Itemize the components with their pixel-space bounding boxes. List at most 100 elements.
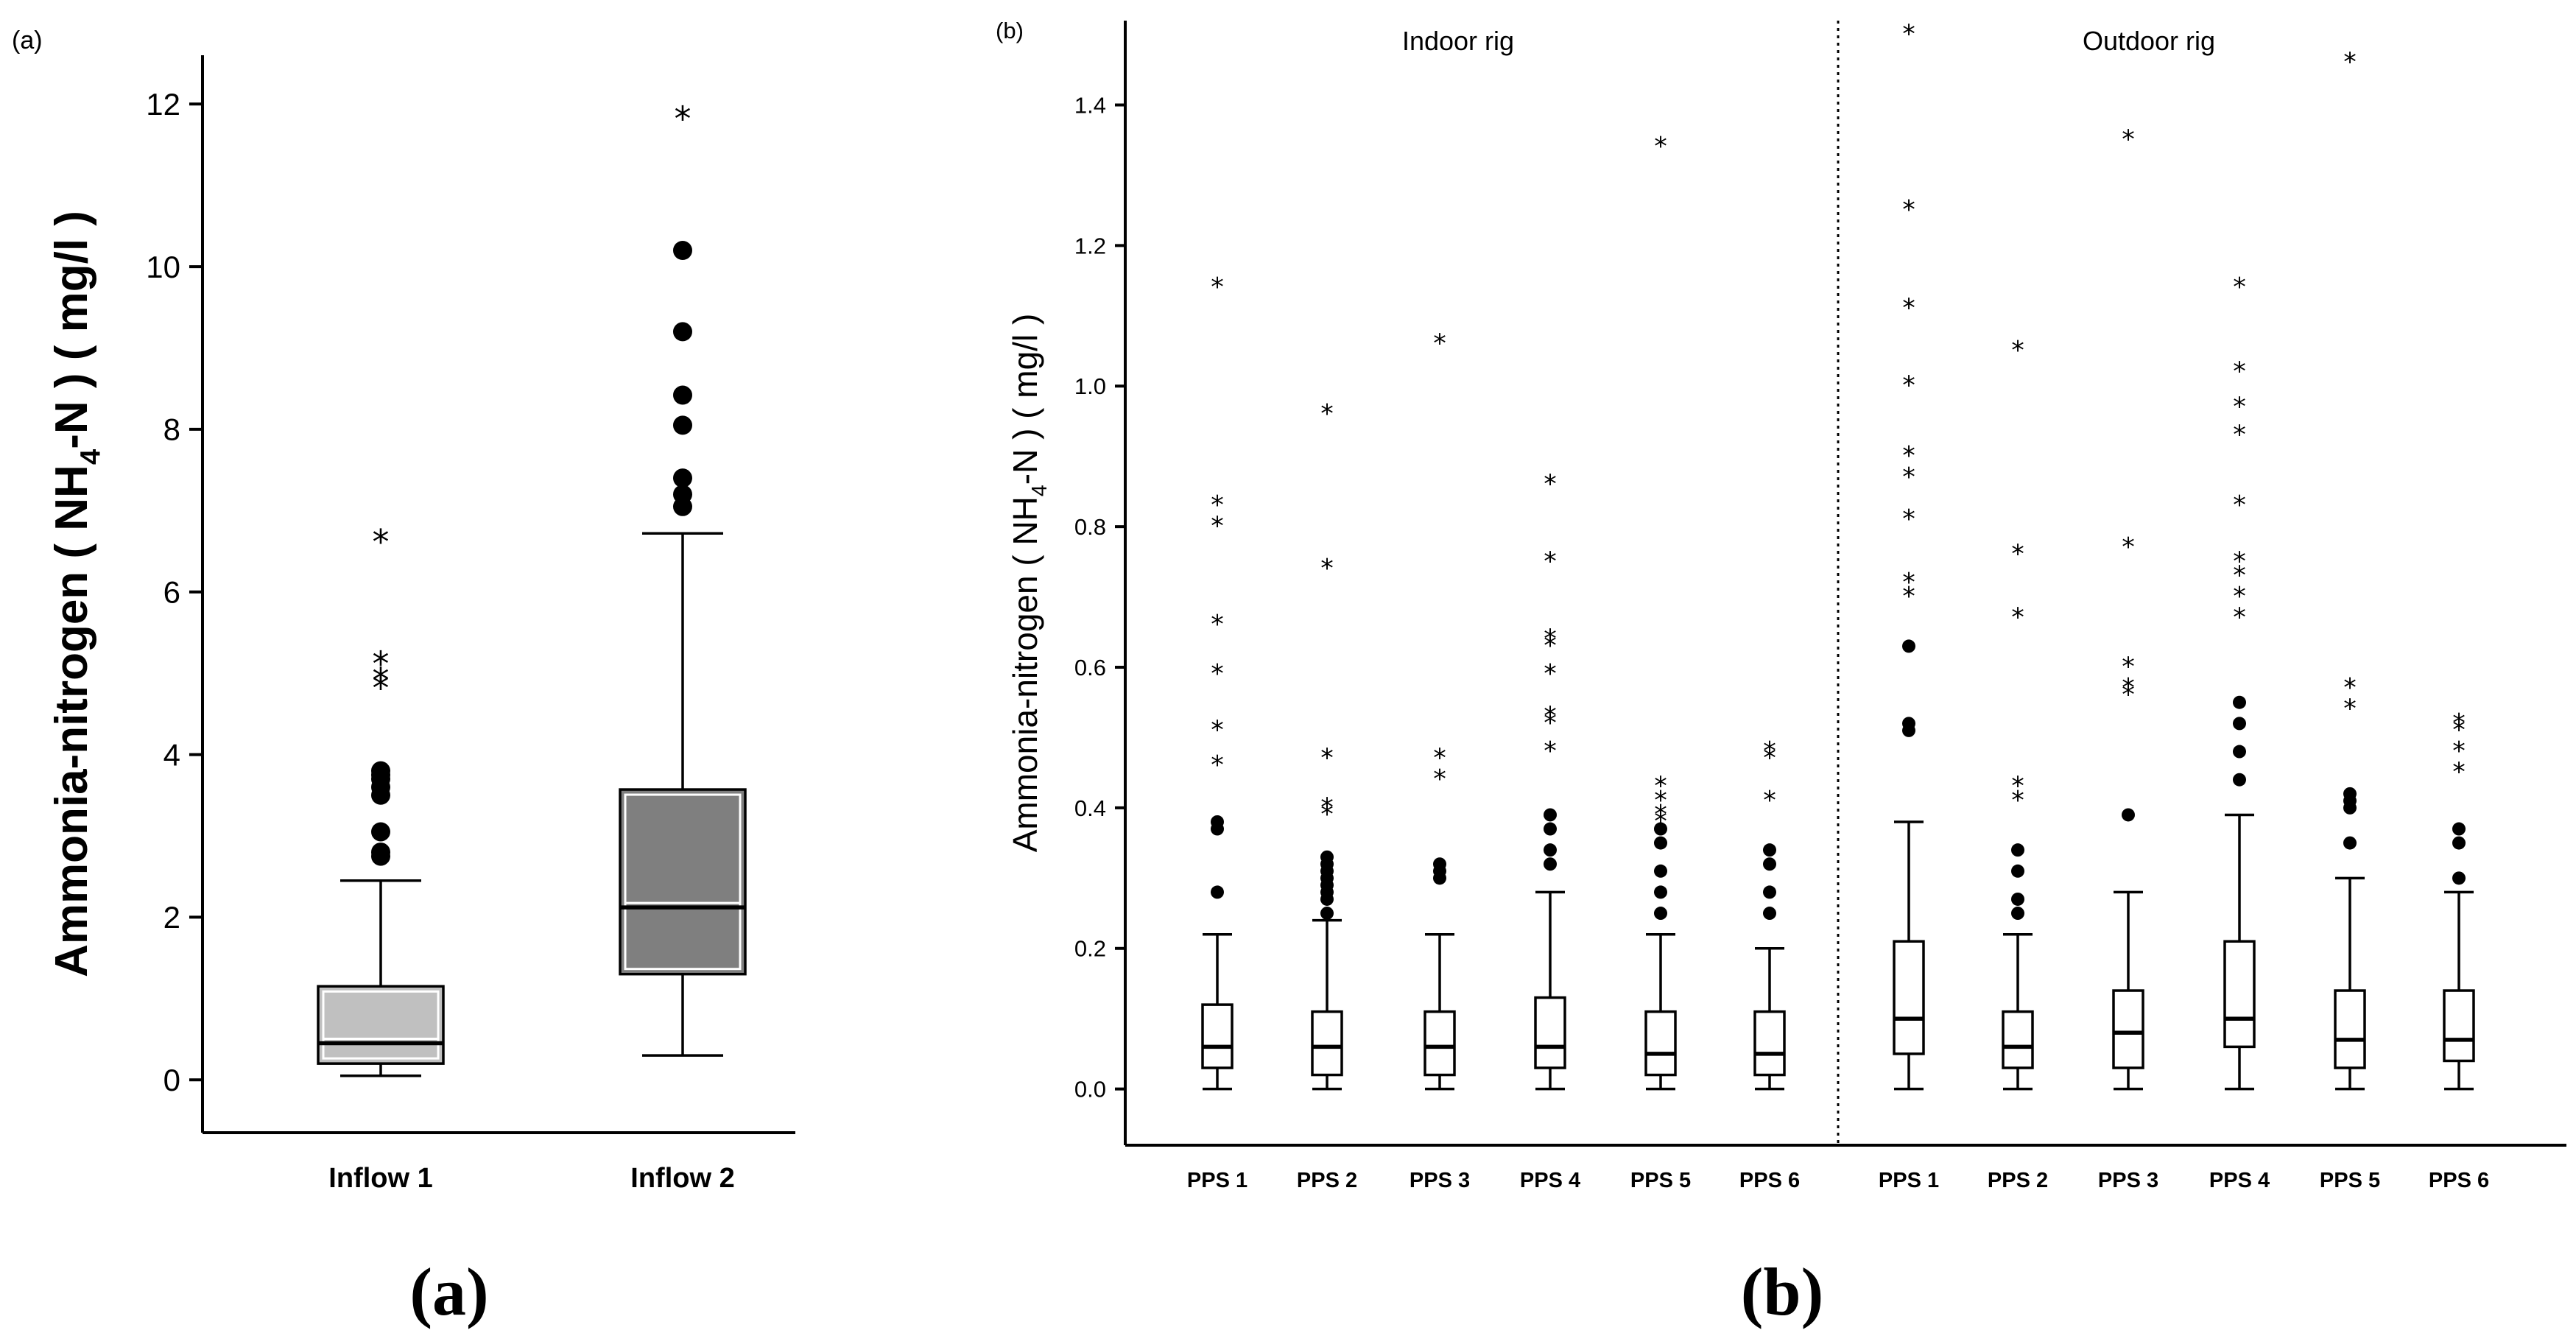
outlier-point xyxy=(1320,850,1334,864)
extreme-point: * xyxy=(2343,694,2357,724)
extreme-point: * xyxy=(2452,715,2466,745)
extreme-point: * xyxy=(1763,743,1776,773)
extreme-point: * xyxy=(1433,764,1446,795)
extreme-point: * xyxy=(1320,398,1334,429)
iqr-box xyxy=(2112,989,2144,1069)
iqr-box xyxy=(2443,989,2475,1063)
iqr-box xyxy=(1893,940,1925,1055)
outlier-point xyxy=(1654,907,1667,921)
x-category-label: PPS 4 xyxy=(2209,1169,2270,1192)
extreme-point: * xyxy=(1654,771,1667,801)
extreme-point: * xyxy=(2233,272,2246,303)
extreme-point: * xyxy=(2011,335,2024,365)
y-tick-label: 0 xyxy=(163,1063,180,1097)
extreme-point: * xyxy=(2233,546,2246,577)
extreme-point: * xyxy=(2233,420,2246,450)
outlier-point xyxy=(2452,871,2466,885)
extreme-point: * xyxy=(2452,708,2466,738)
extreme-point: * xyxy=(1433,328,1446,359)
extreme-point: * xyxy=(1654,799,1667,829)
extreme-point: * xyxy=(1902,19,1915,49)
outlier-point xyxy=(2233,695,2246,709)
extreme-point: * xyxy=(2122,652,2135,682)
extreme-point: * xyxy=(1654,806,1667,837)
iqr-box xyxy=(1534,996,1566,1069)
panel-label: (b) xyxy=(996,18,1024,43)
box-indoor-pps-6: *** xyxy=(1753,736,1786,1091)
iqr-box xyxy=(1644,1010,1677,1077)
extreme-point: * xyxy=(373,522,390,562)
box-outdoor-pps-6: **** xyxy=(2443,708,2475,1091)
extreme-point: * xyxy=(2011,771,2024,801)
outlier-point xyxy=(1211,885,1224,899)
x-category-label: PPS 4 xyxy=(1520,1169,1580,1192)
y-tick-label: 4 xyxy=(163,737,180,772)
x-category-label: PPS 6 xyxy=(1739,1169,1800,1192)
outlier-point xyxy=(2011,843,2024,857)
panel-a: 0 2 4 6 8 10 12 Ammonia-nitrogen ( NH4-N ) ( mg… xyxy=(12,27,795,1194)
outlier-point xyxy=(2011,892,2024,906)
y-tick-label: 0.8 xyxy=(1074,514,1106,540)
x-category-label: PPS 2 xyxy=(1297,1169,1357,1192)
box-inflow-2: * xyxy=(619,99,747,1057)
extreme-point: * xyxy=(1320,743,1334,773)
iqr-box xyxy=(1311,1010,1343,1077)
y-tick-label: 1.2 xyxy=(1074,233,1106,258)
caption-a: (a) xyxy=(409,1254,488,1329)
extreme-point: * xyxy=(1902,462,1915,492)
outlier-point xyxy=(673,485,692,504)
extreme-point: * xyxy=(2233,560,2246,591)
extreme-point: * xyxy=(1320,792,1334,823)
extreme-point: * xyxy=(1211,658,1224,689)
outlier-point xyxy=(2122,808,2135,822)
outlier-point xyxy=(673,385,692,405)
outlier-point xyxy=(673,468,692,488)
panel-label: (a) xyxy=(12,27,43,54)
extreme-point: * xyxy=(1544,630,1557,661)
outlier-point xyxy=(1902,639,1915,653)
x-category-label: PPS 3 xyxy=(1410,1169,1470,1192)
extreme-point: * xyxy=(1902,293,1915,323)
outlier-point xyxy=(2233,773,2246,787)
extreme-point: * xyxy=(1654,132,1667,162)
x-category-label: PPS 5 xyxy=(2320,1169,2380,1192)
extreme-point: * xyxy=(1433,743,1446,773)
outlier-point xyxy=(673,240,692,260)
extreme-point: * xyxy=(2343,673,2357,703)
outlier-point xyxy=(1763,907,1776,921)
iqr-box xyxy=(2334,989,2366,1069)
extreme-point: * xyxy=(1211,272,1224,303)
box-outdoor-pps-5: *** xyxy=(2334,47,2366,1091)
outlier-point xyxy=(371,761,390,781)
y-tick-label: 1.0 xyxy=(1074,373,1106,399)
box-inflow-1: **** xyxy=(317,522,445,1077)
extreme-point: * xyxy=(2122,680,2135,710)
extreme-point: * xyxy=(1211,715,1224,745)
iqr-box xyxy=(1753,1010,1786,1077)
extreme-point: * xyxy=(1211,750,1224,781)
y-tick-label: 0.0 xyxy=(1074,1077,1106,1102)
outlier-point xyxy=(1544,822,1557,836)
outlier-point xyxy=(2011,907,2024,921)
extreme-point: * xyxy=(2011,539,2024,569)
box-indoor-pps-1: ******* xyxy=(1201,272,1234,1091)
extreme-point: * xyxy=(2122,532,2135,563)
outlier-point xyxy=(371,822,390,842)
outlier-point xyxy=(1654,885,1667,899)
box-outdoor-pps-4: ********* xyxy=(2223,272,2256,1091)
extreme-point: * xyxy=(373,644,390,683)
extreme-point: * xyxy=(1544,658,1557,689)
y-tick-label: 0.6 xyxy=(1074,655,1106,680)
outlier-point xyxy=(2343,836,2357,850)
outlier-point xyxy=(1544,843,1557,857)
x-category-label: PPS 1 xyxy=(1879,1169,1939,1192)
x-category-label: PPS 1 xyxy=(1187,1169,1247,1192)
extreme-point: * xyxy=(1211,490,1224,520)
y-tick-label: 12 xyxy=(146,87,180,122)
extreme-point: * xyxy=(2343,47,2357,77)
iqr-box-inner xyxy=(322,990,440,1060)
x-category-label: Inflow 1 xyxy=(328,1163,432,1194)
iqr-box xyxy=(2223,940,2256,1049)
box-indoor-pps-2: ***** xyxy=(1311,398,1343,1091)
outlier-point xyxy=(371,843,390,862)
